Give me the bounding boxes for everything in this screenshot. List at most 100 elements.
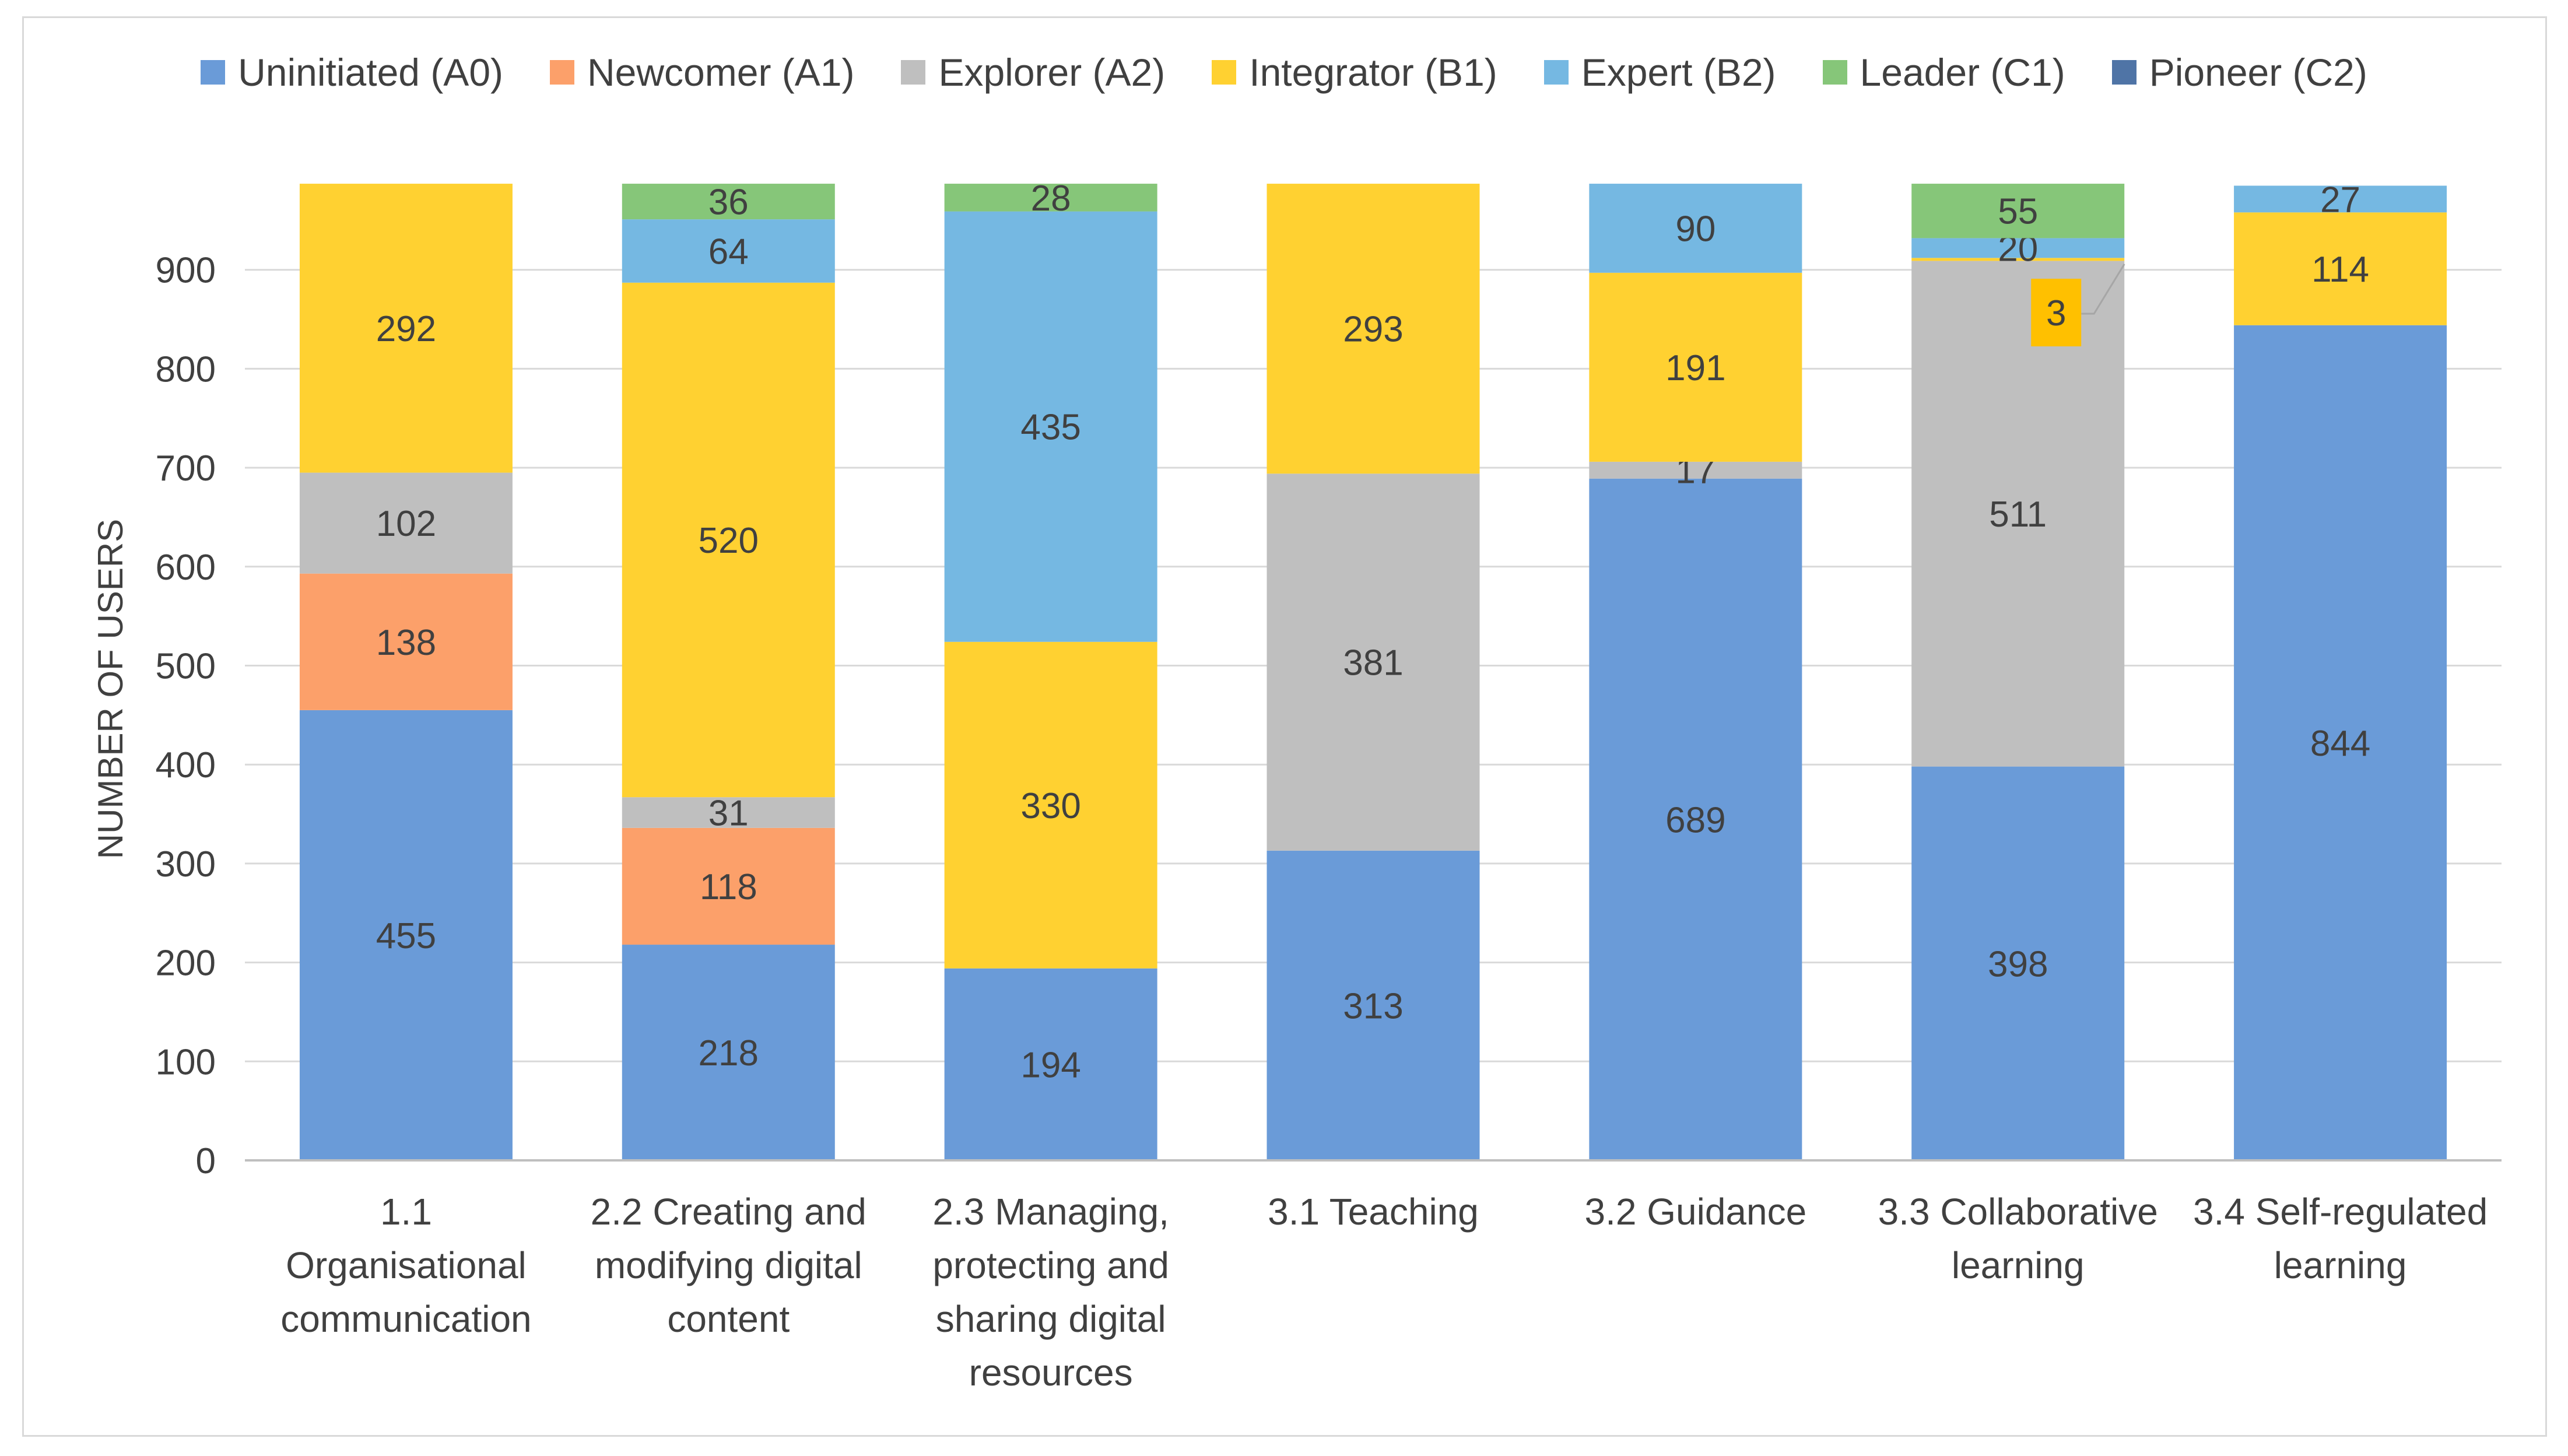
bar-segment [2234, 325, 2447, 1161]
data-label: 31 [708, 794, 749, 834]
legend-item-newcomer-a1: Newcomer (A1) [550, 50, 854, 94]
x-tick-label-line: 2.3 Managing, [932, 1191, 1169, 1233]
x-tick-label-line: sharing digital [936, 1298, 1166, 1340]
legend-swatch [1543, 60, 1569, 85]
legend-item-explorer-a2: Explorer (A2) [901, 50, 1165, 94]
data-label: 114 [2311, 250, 2369, 290]
bar-segment [944, 641, 1157, 969]
data-label: 844 [2310, 724, 2370, 764]
data-label: 27 [2320, 180, 2360, 220]
data-label: 520 [699, 521, 759, 561]
bar-segment [1267, 850, 1480, 1160]
callout-leader-line [2081, 264, 2125, 315]
data-label: 511 [1989, 494, 2047, 535]
legend-item-uninitiated-a0: Uninitiated (A0) [201, 50, 503, 94]
x-tick-label-line: learning [2274, 1244, 2407, 1286]
bar-segment [1589, 461, 1802, 479]
bar-segment [622, 282, 835, 798]
bar-segment [2234, 212, 2447, 325]
data-label: 292 [376, 309, 436, 349]
x-tick-label-line: Organisational [286, 1244, 527, 1286]
bar-segment [944, 968, 1157, 1160]
y-tick-label: 500 [156, 647, 216, 687]
x-tick-label: 1.1 Organisational communication [280, 1191, 531, 1340]
bar-segment [1911, 238, 2125, 258]
callout-box [2031, 279, 2082, 346]
x-tick-label-line: 3.2 Guidance [1584, 1191, 1806, 1233]
x-tick-label-line: 3.3 Collaborative [1878, 1191, 2158, 1233]
bar-segment [622, 797, 835, 828]
bar-segment [1911, 258, 2125, 261]
bar-segment [1267, 473, 1480, 851]
bar-segment [1911, 184, 2125, 238]
data-label: 313 [1343, 986, 1403, 1026]
legend-swatch [2111, 60, 2137, 85]
x-tick-label: 3.3 Collaborative learning [1878, 1191, 2158, 1286]
legend-label: Leader (C1) [1860, 51, 2065, 94]
legend-label: Newcomer (A1) [587, 51, 855, 94]
bar-segment [622, 219, 835, 283]
legend-label: Uninitiated (A0) [238, 51, 504, 94]
legend-swatch [1822, 60, 1847, 85]
bar-segment [944, 184, 1157, 212]
bar-segment [299, 573, 513, 710]
y-tick-label: 600 [156, 548, 216, 588]
bar-segment [2234, 185, 2447, 213]
x-tick-label: 3.1 Teaching [1268, 1191, 1479, 1233]
x-tick-label-line: resources [969, 1352, 1133, 1394]
bar-segment [1911, 766, 2125, 1160]
legend-swatch [201, 60, 226, 85]
legend-label: Expert (B2) [1581, 51, 1776, 94]
legend-swatch [1212, 60, 1237, 85]
x-tick-label-line: learning [1952, 1244, 2085, 1286]
x-tick-label-line: modifying digital [595, 1244, 862, 1286]
y-tick-label: 800 [156, 349, 216, 390]
legend-swatch [550, 60, 575, 85]
data-label: 381 [1343, 643, 1403, 683]
bar-segment [944, 211, 1157, 642]
data-label: 118 [700, 867, 757, 907]
data-label: 455 [376, 916, 436, 956]
data-label: 435 [1020, 408, 1080, 448]
x-tick-label-line: protecting and [932, 1244, 1169, 1286]
data-label: 191 [1665, 348, 1725, 388]
x-tick-label-line: 3.4 Self-regulated [2193, 1191, 2488, 1233]
bar-segment [622, 184, 835, 220]
y-tick-label: 100 [156, 1042, 216, 1082]
data-label: 689 [1665, 800, 1725, 840]
data-label: 293 [1343, 310, 1403, 350]
data-label: 330 [1020, 786, 1080, 826]
x-tick-label: 2.2 Creating and modifying digital content [591, 1191, 866, 1340]
x-tick-label: 2.3 Managing, protecting and sharing digit… [932, 1191, 1169, 1394]
legend-item-leader-c1: Leader (C1) [1822, 50, 2065, 94]
legend-item-pioneer-c2: Pioneer (C2) [2111, 50, 2367, 94]
y-axis-title: NUMBER OF USERS [91, 519, 130, 859]
legend-swatch [901, 60, 926, 85]
callout-label: 3 [2046, 293, 2066, 334]
y-tick-label: 400 [156, 745, 216, 785]
data-label: 64 [708, 231, 749, 272]
data-label: 194 [1020, 1045, 1080, 1085]
x-tick-label-line: content [667, 1298, 790, 1340]
bar-segment [299, 184, 513, 473]
y-tick-label: 200 [156, 943, 216, 984]
x-tick-label-line: communication [280, 1298, 531, 1340]
x-tick-label-line: 1.1 [380, 1191, 432, 1233]
bar-segment [299, 710, 513, 1160]
bar-segment [1589, 272, 1802, 462]
bar-segment [622, 945, 835, 1160]
legend: Uninitiated (A0) Newcomer (A1) Explorer (A… [0, 50, 2568, 94]
data-label: 90 [1675, 209, 1715, 249]
bar-segment [299, 472, 513, 574]
data-label: 55 [1998, 192, 2038, 232]
y-tick-label: 300 [156, 844, 216, 885]
x-tick-label: 3.2 Guidance [1584, 1191, 1806, 1233]
data-label: 28 [1031, 178, 1071, 219]
data-label: 36 [708, 183, 749, 223]
x-tick-label-line: 3.1 Teaching [1268, 1191, 1479, 1233]
bar-segment [1589, 184, 1802, 273]
y-tick-label: 700 [156, 448, 216, 489]
x-tick-label-line: 2.2 Creating and [591, 1191, 866, 1233]
legend-item-integrator-b1: Integrator (B1) [1212, 50, 1497, 94]
